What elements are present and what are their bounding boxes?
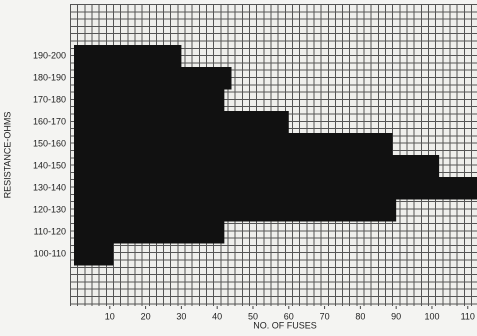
x-tick-label: 20	[141, 311, 151, 321]
y-tick-label: 110-120	[34, 226, 66, 236]
y-tick-label: 100-110	[34, 248, 66, 258]
bar	[74, 243, 114, 266]
x-tick-label: 40	[212, 311, 222, 321]
bar	[74, 199, 397, 222]
bar	[74, 155, 440, 178]
x-tick-label: 70	[320, 311, 330, 321]
y-tick-label: 150-160	[33, 138, 66, 148]
bar	[74, 67, 232, 90]
x-tick-label: 10	[105, 311, 115, 321]
y-tick-label: 160-170	[33, 116, 66, 126]
bar	[74, 89, 225, 112]
y-tick-label: 170-180	[33, 94, 66, 104]
y-tick-label: 140-150	[33, 160, 66, 170]
y-axis-label: RESISTANCE-OHMS	[2, 112, 12, 199]
x-tick-label: 50	[248, 311, 258, 321]
x-tick-label: 30	[176, 311, 186, 321]
y-tick-label: 120-130	[33, 204, 66, 214]
y-tick-label: 180-190	[33, 72, 66, 82]
y-tick-label: 190-200	[33, 50, 66, 60]
bar	[74, 45, 182, 68]
x-tick-label: 90	[391, 311, 401, 321]
bar	[74, 221, 225, 244]
x-axis-label: NO. OF FUSES	[253, 320, 317, 330]
y-tick-label: 130-140	[33, 182, 66, 192]
x-tick-label: 110	[461, 311, 475, 321]
bar	[74, 133, 393, 156]
bar	[74, 111, 289, 134]
x-tick-label: 100	[424, 311, 439, 321]
x-tick-label: 80	[355, 311, 365, 321]
bar	[74, 177, 477, 200]
x-tick-label: 60	[284, 311, 294, 321]
